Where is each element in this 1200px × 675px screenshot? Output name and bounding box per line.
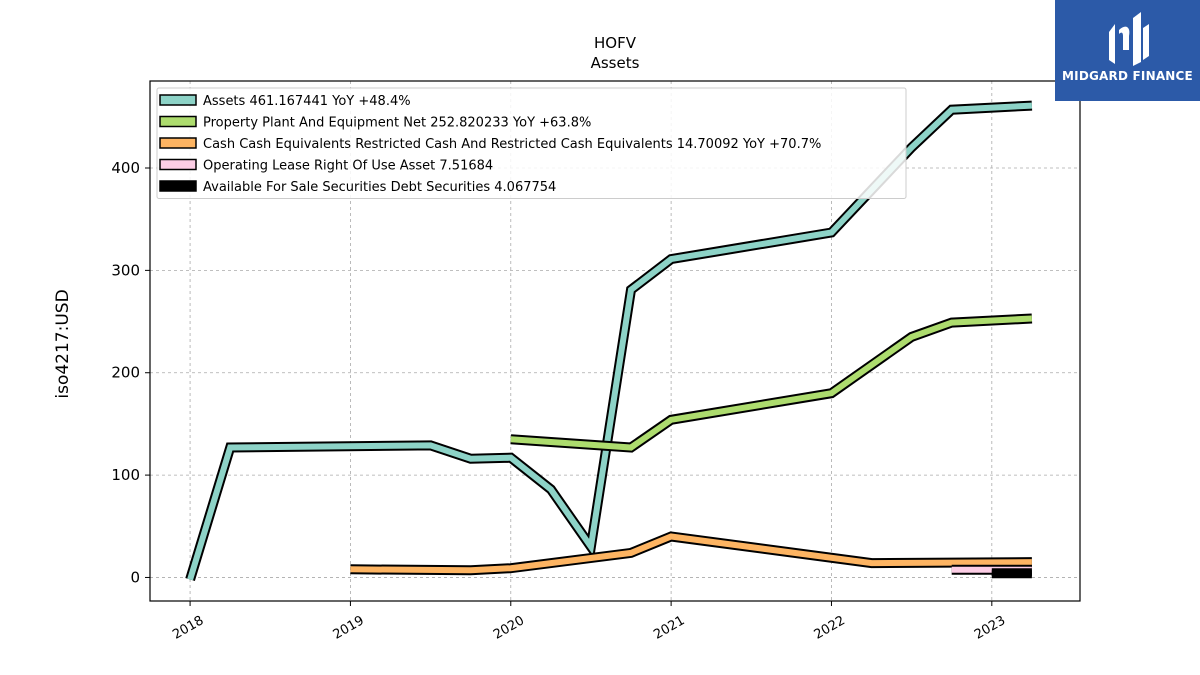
legend: Assets 461.167441 YoY +48.4% Property Pla… [156, 87, 907, 199]
x-tick-label: 2020 [491, 613, 527, 643]
series-line [185, 100, 1033, 581]
y-tick-label: 0 [130, 568, 140, 586]
legend-swatch [159, 158, 197, 171]
legend-entry: Cash Cash Equivalents Restricted Cash An… [203, 137, 821, 152]
series-layer [185, 100, 1033, 581]
legend-swatch [159, 137, 197, 149]
midgard-logo-mark-icon [1109, 12, 1149, 66]
logo-text: MIDGARD FINANCE [1062, 69, 1193, 83]
x-tick-label: 2019 [331, 613, 367, 643]
series-line-fill [510, 315, 1033, 451]
axis-ticks: 2018 2019 2020 2021 2022 2023 0 100 200 300 400 [111, 159, 1008, 643]
x-tick-label: 2021 [651, 613, 687, 643]
legend-entry: Assets 461.167441 YoY +48.4% [203, 94, 411, 109]
legend-entry: Property Plant And Equipment Net 252.820… [203, 116, 591, 131]
legend-swatch [159, 180, 197, 192]
brand-logo: MIDGARD FINANCE [1055, 0, 1200, 101]
x-tick-label: 2023 [972, 613, 1008, 643]
chart-title: HOFV [594, 34, 637, 52]
y-tick-label: 200 [111, 364, 140, 382]
legend-entry: Available For Sale Securities Debt Secur… [203, 180, 556, 195]
series-line-outline [510, 313, 1033, 453]
legend-swatch [159, 94, 197, 106]
legend-entry: Operating Lease Right Of Use Asset 7.516… [203, 159, 493, 174]
series-line [350, 531, 1032, 576]
x-tick-label: 2018 [170, 613, 206, 643]
y-axis-label: iso4217:USD [53, 289, 73, 398]
y-tick-label: 400 [111, 159, 140, 177]
legend-box [156, 87, 907, 199]
chart-subtitle: Assets [591, 54, 640, 72]
series-line-fill [187, 102, 1033, 581]
series-line-fill [350, 533, 1032, 574]
x-tick-label: 2022 [812, 613, 848, 643]
y-tick-label: 100 [111, 466, 140, 484]
legend-swatch [159, 115, 197, 128]
series-line [510, 313, 1033, 453]
plot-frame [149, 80, 1081, 602]
y-tick-label: 300 [111, 261, 140, 279]
